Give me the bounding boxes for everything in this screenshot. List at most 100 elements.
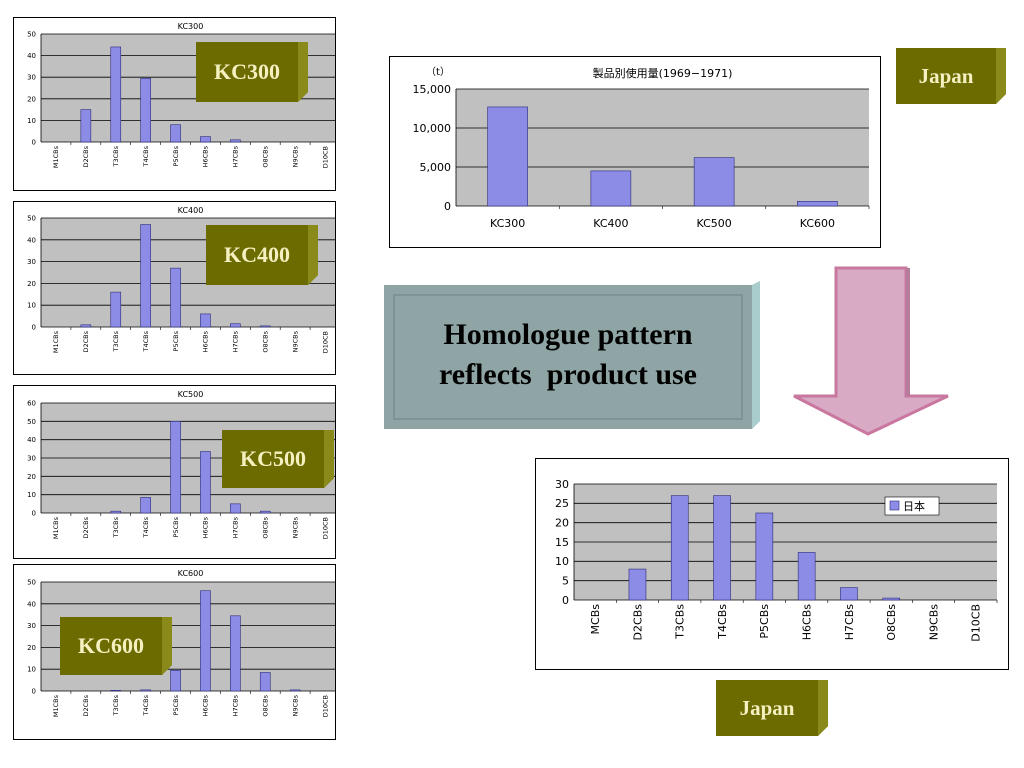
x-tick-label: H6CBs (202, 694, 210, 716)
x-tick-label: N9CBs (291, 145, 299, 167)
bar-H6CBs (200, 136, 211, 143)
x-tick-label: P5CBs (172, 330, 180, 351)
x-tick-label: O8CBs (262, 330, 270, 352)
bar-T4CBs (140, 497, 151, 514)
y-tick-label: 25 (555, 497, 569, 510)
bar-H6CBs (200, 313, 211, 328)
x-tick-label: KC400 (593, 217, 628, 230)
x-tick-label: P5CBs (172, 694, 180, 715)
bar-D2CBs (80, 324, 92, 328)
x-tick-label: O8CBs (262, 516, 270, 538)
x-tick-label: D2CBs (631, 604, 644, 641)
bar-P5CBs (170, 124, 181, 143)
y-tick-label: 20 (555, 517, 569, 530)
y-tick-label: 50 (27, 30, 36, 38)
label-japan-bottom: Japan (716, 680, 830, 736)
chart-svg-usage: 0 5,000 10,000 15,000 製品別使用量(1969−1971) （t） KC… (413, 66, 870, 230)
y-tick-label: 40 (27, 600, 36, 608)
y-tick-label: 30 (27, 454, 36, 462)
x-tick-label: P5CBs (172, 145, 180, 166)
bar-H7CBs (840, 587, 858, 601)
message-box: Homologue pattern reflects product use (384, 281, 762, 429)
bar-T4CBs (140, 689, 151, 692)
x-tick-label: O8CBs (262, 694, 270, 716)
y-tick-label: 20 (27, 473, 36, 481)
x-tick-label: H7CBs (232, 694, 240, 716)
legend-swatch (889, 500, 900, 511)
x-tick-label: T3CBs (112, 145, 120, 167)
x-tick-label: H6CBs (202, 330, 210, 352)
message-line-1: Homologue pattern (443, 318, 693, 351)
bar-KC400 (590, 170, 632, 207)
y-tick-label: 20 (27, 280, 36, 288)
y-tick-label: 10 (27, 666, 36, 674)
x-tick-label: H6CBs (202, 145, 210, 167)
message-line-2: reflects product use (438, 358, 698, 391)
bar-D2CBs (80, 109, 92, 143)
label-kc300-text: KC300 (214, 59, 280, 84)
x-tick-label: D10CB (321, 146, 329, 168)
x-tick-label: N9CBs (291, 330, 299, 352)
x-tick-label: D2CBs (82, 516, 90, 538)
bar-T3CBs (110, 291, 122, 328)
y-tick-label: 50 (27, 214, 36, 222)
bar-O8CBs (259, 510, 271, 514)
x-tick-label: KC500 (696, 217, 731, 230)
x-tick-label: O8CBs (262, 145, 270, 167)
y-axis-label: （t） (426, 66, 450, 78)
y-tick-label: 50 (27, 418, 36, 426)
label-japan-bottom-text: Japan (739, 695, 795, 720)
x-tick-label: D10CB (321, 695, 329, 717)
label-kc500-text: KC500 (240, 446, 306, 471)
chart-title: KC600 (178, 569, 204, 578)
bar-KC500 (693, 157, 735, 207)
message-text: Homologue pattern reflects product use (384, 285, 752, 425)
x-tick-label: D10CB (970, 604, 983, 642)
label-japan-top-text: Japan (918, 63, 974, 88)
bar-D2CBs (628, 568, 647, 601)
bar-T3CBs (110, 510, 122, 514)
chart-svg-japan: 0 5 10 15 20 25 30 MCBs D2CBs T3CBs T4CBs P5CBs H6CB… (555, 478, 998, 642)
y-tick-label: 40 (27, 436, 36, 444)
label-kc600: KC600 (60, 617, 172, 675)
x-tick-label: T3CBs (674, 604, 687, 640)
x-tick-label: H7CBs (232, 145, 240, 167)
label-kc400-text: KC400 (224, 242, 290, 267)
y-tick-label: 30 (27, 258, 36, 266)
y-tick-label: 10 (27, 302, 36, 310)
label-kc300: KC300 (196, 42, 308, 102)
x-tick-label: KC300 (490, 217, 525, 230)
x-tick-label: H7CBs (232, 330, 240, 352)
y-tick-label: 30 (27, 74, 36, 82)
x-tick-label: T3CBs (112, 694, 120, 716)
label-kc600-text: KC600 (78, 633, 144, 658)
bar-T3CBs (110, 690, 122, 692)
bar-H7CBs (230, 503, 241, 514)
y-tick-label: 0 (32, 687, 36, 695)
bar-H7CBs (230, 139, 241, 143)
chart-kc600: 0 10 20 30 40 50 KC600 M1CBs D2CBs T3CBs T4CBs P5CB… (13, 564, 336, 740)
x-tick-label: P5CBs (172, 516, 180, 537)
bar-H7CBs (230, 323, 241, 328)
x-tick-label: P5CBs (758, 604, 771, 639)
bar-H6CBs (200, 590, 211, 692)
x-tick-label: T4CBs (142, 145, 150, 167)
bar-KC600 (797, 201, 838, 207)
x-tick-label: D10CB (321, 517, 329, 539)
x-tick-label: T4CBs (142, 330, 150, 352)
x-tick-label: T4CBs (142, 516, 150, 538)
y-tick-label: 20 (27, 644, 36, 652)
x-tick-label: D2CBs (82, 145, 90, 167)
bar-T4CBs (713, 495, 731, 601)
y-tick-label: 0 (32, 138, 36, 146)
y-tick-label: 10 (555, 555, 569, 568)
chart-title: KC300 (178, 22, 204, 31)
y-tick-label: 0 (562, 594, 569, 607)
bar-H6CBs (200, 451, 211, 514)
bar-T4CBs (140, 224, 151, 328)
y-tick-label: 0 (32, 509, 36, 517)
chart-title: KC400 (178, 206, 204, 215)
down-arrow-icon (792, 266, 952, 438)
x-tick-label: M1CBs (52, 694, 60, 717)
legend-label: 日本 (903, 499, 925, 513)
